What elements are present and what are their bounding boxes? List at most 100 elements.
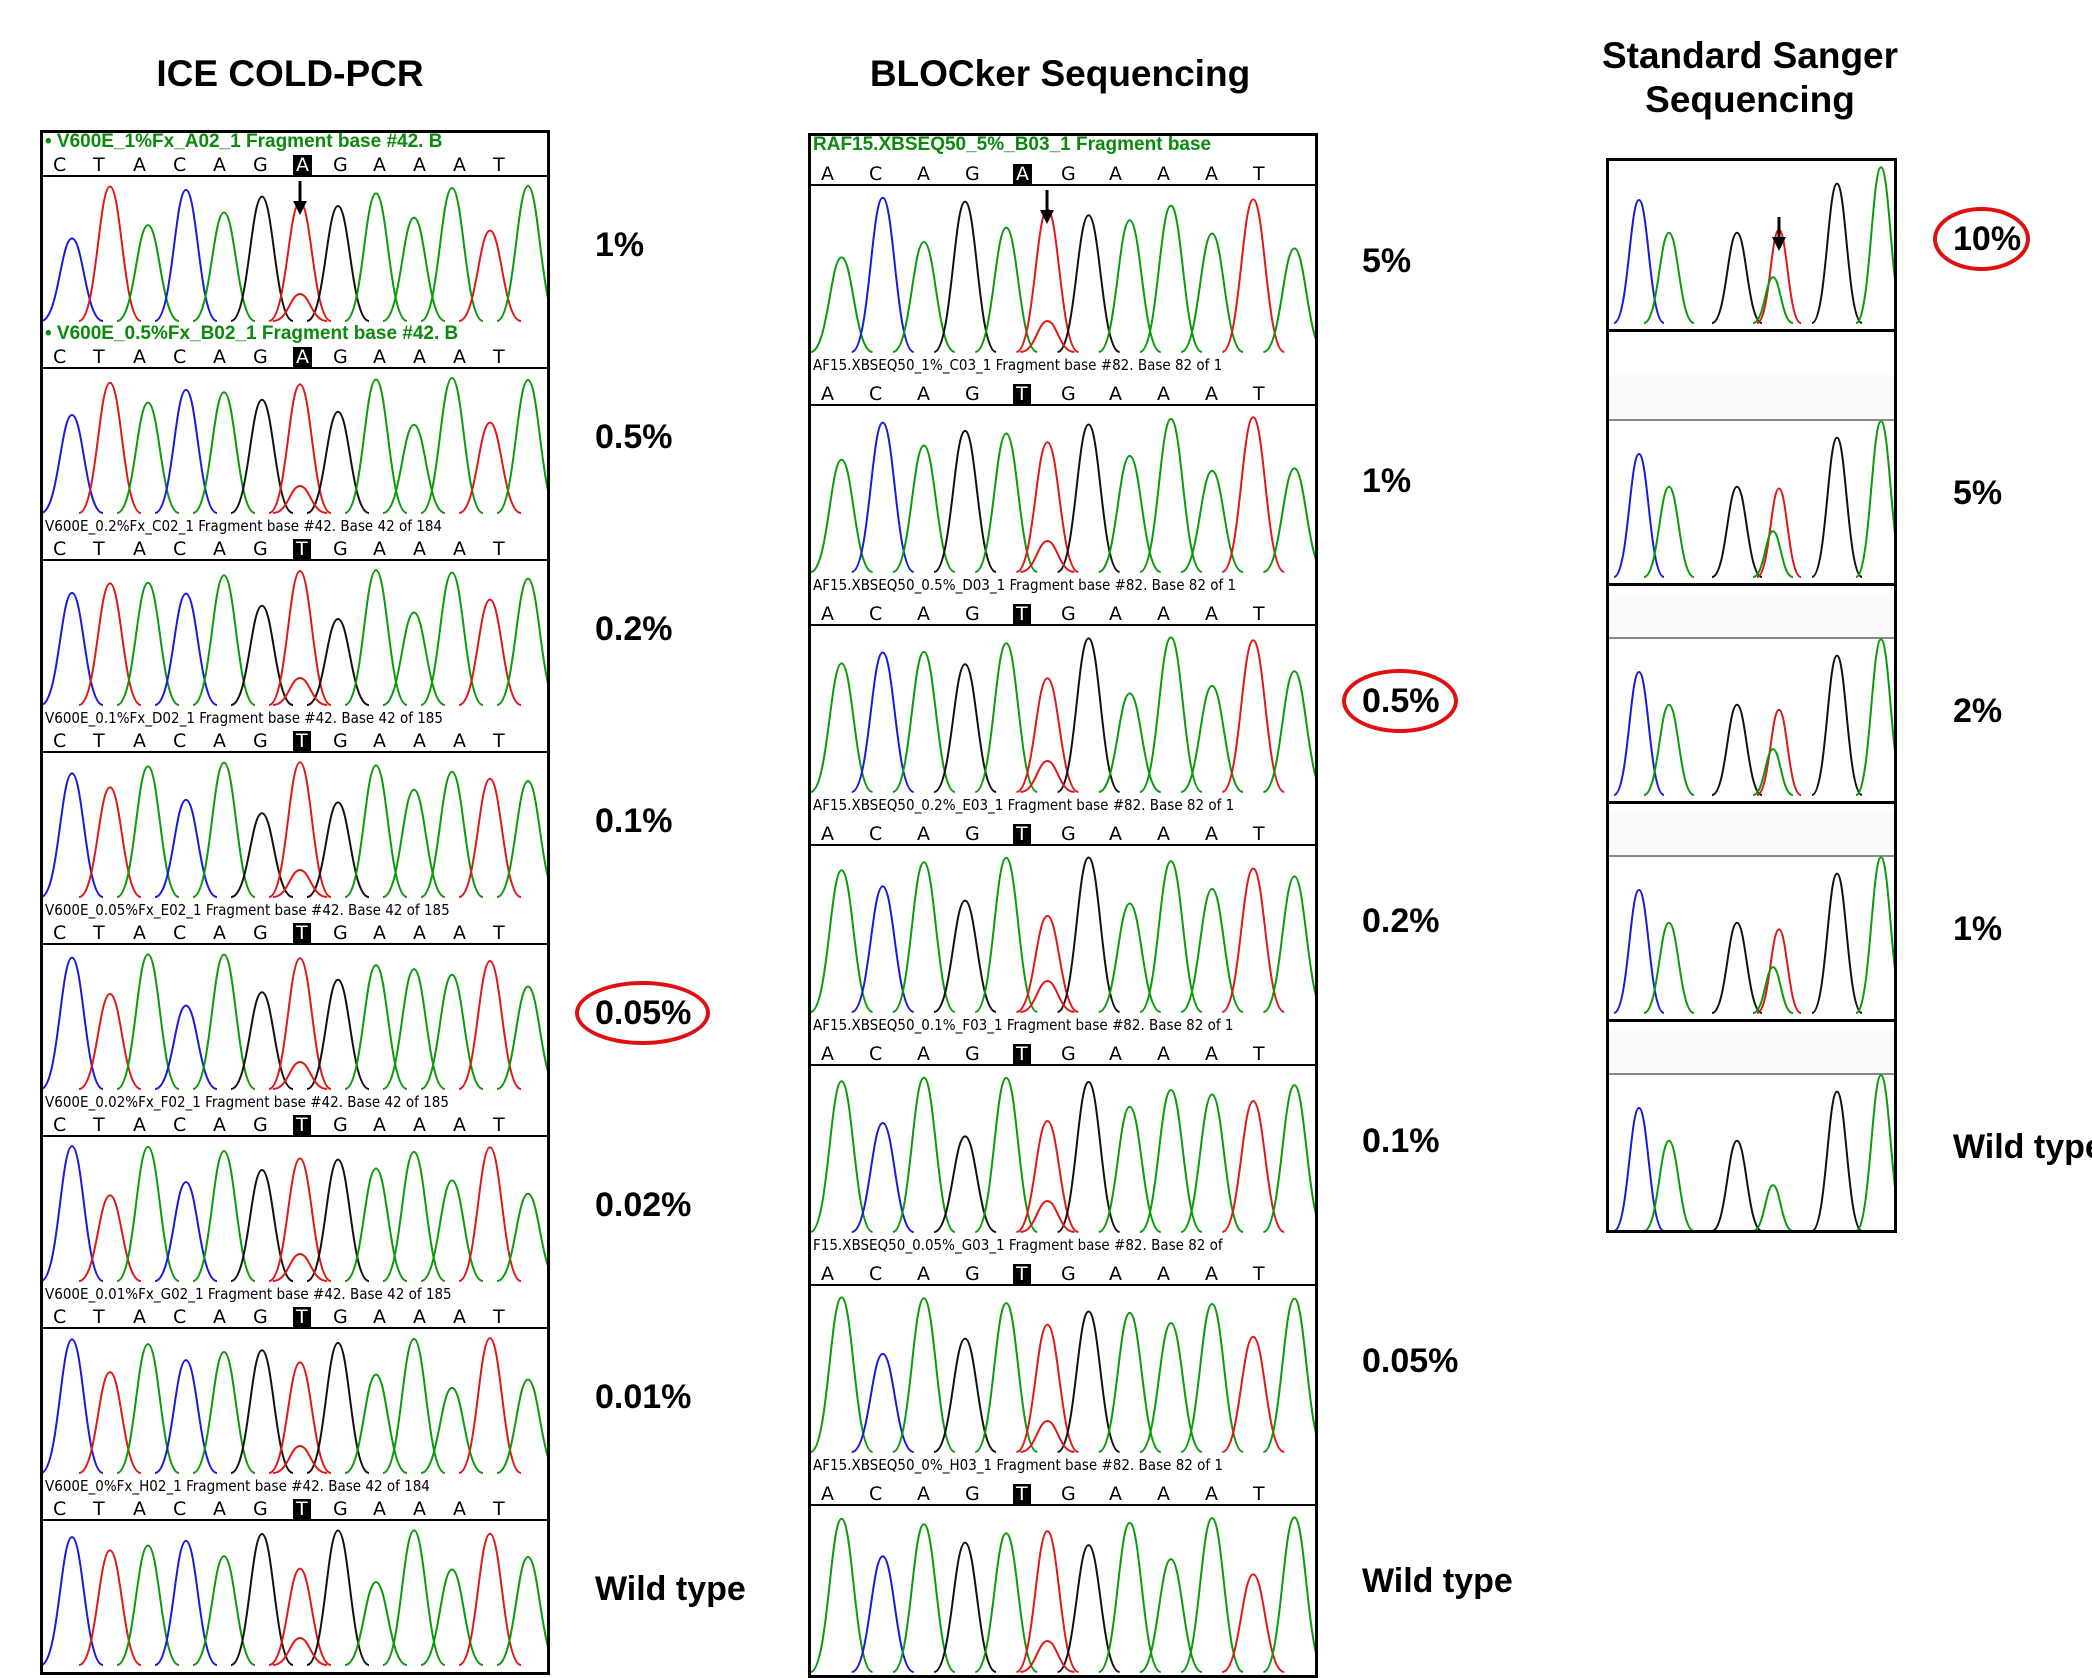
base-call: A (1109, 1263, 1122, 1285)
lane-header: V600E_0.01%Fx_G02_1 Fragment base #42. B… (43, 1285, 547, 1329)
base-call: A (1109, 383, 1122, 405)
trace-peak (974, 432, 1038, 573)
mutant-peak (1756, 708, 1802, 796)
base-call: T (93, 154, 105, 176)
trace-peak (933, 1541, 997, 1673)
base-call: A (453, 538, 466, 560)
base-call: T (493, 346, 505, 368)
trace-peak (344, 378, 408, 514)
lane-filename: V600E_0.05%Fx_E02_1 Fragment base #42. B… (45, 901, 450, 919)
standard-sanger-title-line1: Standard Sanger (1601, 35, 1899, 76)
trace-peak (1811, 654, 1863, 796)
trace-peak (192, 761, 256, 898)
base-call: A (917, 603, 930, 625)
base-call: A (373, 538, 386, 560)
base-call: A (1109, 603, 1122, 625)
trace-peak (458, 777, 522, 898)
base-call: C (869, 163, 883, 185)
trace-peak (1139, 636, 1203, 793)
trace-peak (974, 1532, 1038, 1673)
trace-peak (933, 1135, 997, 1233)
trace-peak (192, 574, 256, 706)
allele-fraction-label: 0.01% (595, 1377, 692, 1416)
trace-peak (344, 1581, 408, 1666)
trace-peak (344, 569, 408, 706)
base-call: G (965, 163, 980, 185)
base-call: T (93, 538, 105, 560)
mutant-peak (272, 676, 328, 706)
lane-header: AF15.XBSEQ50_0.1%_F03_1 Fragment base #8… (811, 1016, 1315, 1066)
trace-peak (458, 1532, 522, 1666)
mutant-peak (272, 1636, 328, 1666)
allele-fraction-label: 0.5% (595, 417, 673, 456)
trace-peak (892, 241, 956, 353)
trace-peak (496, 577, 547, 706)
trace-peak (1643, 921, 1695, 1014)
trace-peak (192, 391, 256, 514)
base-call: G (253, 1114, 268, 1136)
base-call: G (1061, 1483, 1076, 1505)
lane-filename: AF15.XBSEQ50_0.5%_D03_1 Fragment base #8… (813, 576, 1237, 594)
base-call: T (1013, 1484, 1031, 1504)
mutant-peak (1020, 320, 1075, 353)
base-call: A (413, 922, 426, 944)
base-call: G (965, 1483, 980, 1505)
base-call: A (1205, 603, 1218, 625)
trace-peak (1262, 1297, 1315, 1453)
trace-peak (43, 237, 104, 322)
base-call: T (293, 539, 311, 559)
chromatogram-trace (811, 1076, 1315, 1233)
base-call: C (869, 383, 883, 405)
base-call: C (53, 730, 67, 752)
base-call: T (1013, 824, 1031, 844)
trace-peak (1221, 1573, 1285, 1673)
base-call: A (213, 730, 226, 752)
base-call: T (1253, 1263, 1265, 1285)
base-call: A (373, 1114, 386, 1136)
lane-header: • V600E_0.5%Fx_B02_1 Fragment base #42. … (43, 325, 547, 369)
base-call: A (413, 1498, 426, 1520)
trace-peak (382, 216, 446, 322)
trace-peak (420, 187, 484, 322)
chromatogram-lane: V600E_0.2%Fx_C02_1 Fragment base #42. Ba… (43, 517, 547, 709)
trace-peak (1221, 198, 1285, 353)
base-call: C (53, 1114, 67, 1136)
chromatogram-lane: V600E_0.01%Fx_G02_1 Fragment base #42. B… (43, 1285, 547, 1477)
trace-peak (1139, 1322, 1203, 1453)
trace-peak (1855, 166, 1894, 324)
trace-peak (78, 786, 142, 898)
trace-peak (1139, 417, 1203, 573)
base-call: A (1205, 1483, 1218, 1505)
trace-peak (116, 765, 180, 898)
sanger-lane (1609, 1073, 1894, 1230)
base-call: A (453, 730, 466, 752)
trace-peak (811, 869, 874, 1013)
trace-peak (420, 973, 484, 1090)
trace-peak (458, 229, 522, 322)
chromatogram-lane: F15.XBSEQ50_0.05%_G03_1 Fragment base #8… (811, 1236, 1315, 1456)
trace-peak (1811, 872, 1863, 1014)
trace-peak (1613, 888, 1665, 1014)
trace-peak (1711, 485, 1763, 578)
trace-peak (154, 1359, 218, 1474)
base-call: A (373, 154, 386, 176)
base-call: T (493, 730, 505, 752)
trace-peak (496, 379, 547, 514)
chromatogram-lane: • V600E_0.5%Fx_B02_1 Fragment base #42. … (43, 325, 547, 517)
trace-peak (192, 1150, 256, 1282)
trace-peak (1613, 670, 1665, 796)
base-call: G (1061, 383, 1076, 405)
trace-peak (1015, 1120, 1079, 1233)
trace-peak (154, 1539, 218, 1666)
trace-peak (1015, 441, 1079, 573)
trace-peak (78, 381, 142, 514)
base-call: C (869, 823, 883, 845)
chromatogram-trace (1613, 420, 1894, 578)
trace-peak (1057, 637, 1121, 793)
trace-peak (1262, 875, 1315, 1013)
base-call: A (133, 538, 146, 560)
base-call: T (1013, 1044, 1031, 1064)
